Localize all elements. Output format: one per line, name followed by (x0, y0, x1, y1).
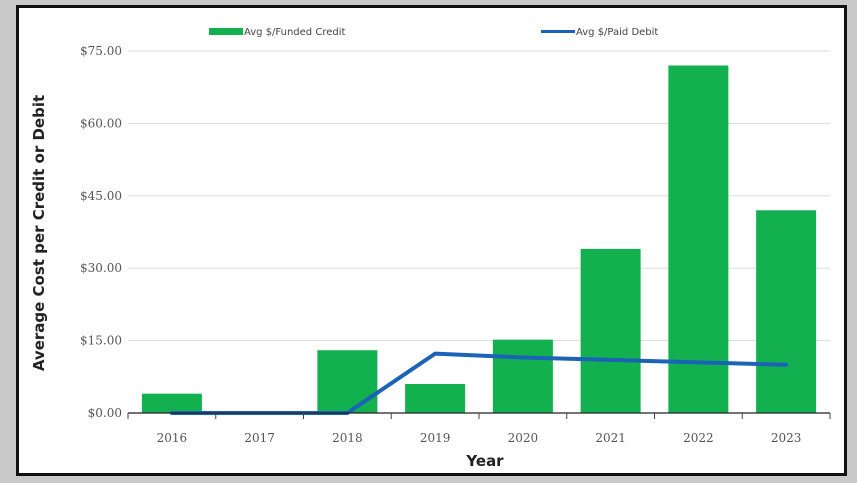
y-tick-label: $45.00 (80, 189, 122, 203)
x-tick-label: 2019 (420, 431, 451, 445)
y-axis-title: Average Cost per Credit or Debit (30, 95, 48, 371)
x-tick-labels: 2016 2017 2018 2019 2020 2021 2022 2023 (157, 431, 802, 445)
bar-2018 (317, 350, 378, 413)
y-tick-label: $15.00 (80, 334, 122, 348)
bar-line-chart: $0.00 $15.00 $30.00 $45.00 $60.00 $75.00 2016… (30, 27, 831, 470)
legend-swatch-credit (209, 28, 243, 35)
y-tick-label: $0.00 (88, 406, 122, 420)
x-tick-label: 2021 (595, 431, 626, 445)
legend: Avg $/Funded Credit Avg $/Paid Debit (209, 27, 658, 38)
axes (127, 412, 831, 419)
x-axis-title: Year (465, 452, 504, 470)
x-tick-label: 2023 (771, 431, 802, 445)
x-tick-label: 2020 (508, 431, 539, 445)
bar-2019 (405, 384, 466, 413)
legend-label-credit: Avg $/Funded Credit (244, 27, 345, 38)
x-tick-label: 2018 (332, 431, 363, 445)
x-tick-label: 2022 (683, 431, 714, 445)
bar-2016 (141, 393, 202, 413)
chart-frame: $0.00 $15.00 $30.00 $45.00 $60.00 $75.00 2016… (16, 5, 847, 476)
y-tick-label: $60.00 (80, 116, 122, 130)
bar-2020 (492, 339, 553, 413)
credit-bars (141, 65, 817, 414)
y-tick-labels: $0.00 $15.00 $30.00 $45.00 $60.00 $75.00 (80, 44, 122, 420)
bar-2021 (580, 248, 641, 413)
bar-2022 (668, 65, 729, 414)
legend-label-debit: Avg $/Paid Debit (576, 27, 658, 38)
x-tick-label: 2016 (157, 431, 188, 445)
y-tick-label: $75.00 (80, 44, 122, 58)
x-tick-label: 2017 (244, 431, 275, 445)
y-tick-label: $30.00 (80, 261, 122, 275)
bar-2023 (756, 210, 817, 413)
